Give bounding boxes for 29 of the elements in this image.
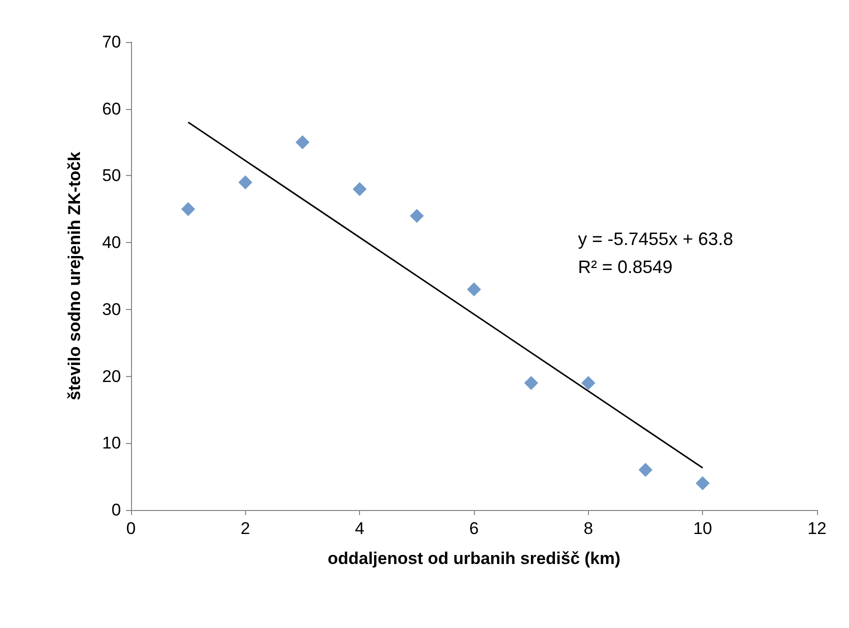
x-axis-title: oddaljenost od urbanih središč (km) bbox=[328, 549, 620, 568]
x-tick-label: 12 bbox=[808, 519, 826, 538]
x-tick-label: 0 bbox=[126, 519, 136, 538]
y-tick-label: 60 bbox=[102, 99, 121, 118]
y-axis-title: število sodno urejenih ZK-točk bbox=[65, 151, 84, 400]
x-tick-label: 4 bbox=[354, 519, 364, 538]
point bbox=[296, 135, 310, 150]
point bbox=[696, 476, 710, 490]
point bbox=[238, 175, 252, 190]
annotation: y = -5.7455x + 63.8 bbox=[578, 229, 734, 249]
y-tick-label: 10 bbox=[102, 434, 121, 453]
y-tick-label: 30 bbox=[102, 300, 121, 319]
point bbox=[410, 208, 424, 223]
y-tick-label: 40 bbox=[102, 233, 121, 252]
y-tick-label: 20 bbox=[102, 366, 121, 386]
y-tick-label: 50 bbox=[102, 166, 121, 186]
y-tick-label: 0 bbox=[112, 500, 121, 520]
x-tick-label: 6 bbox=[469, 519, 479, 538]
x-tick-label: 2 bbox=[240, 519, 250, 538]
point bbox=[467, 282, 481, 296]
x-tick-label: 8 bbox=[584, 519, 594, 538]
x-tick-label: 10 bbox=[693, 519, 712, 538]
point bbox=[581, 376, 596, 390]
point bbox=[181, 202, 196, 216]
point bbox=[524, 376, 538, 390]
point bbox=[352, 182, 367, 196]
y-tick-label: 70 bbox=[102, 32, 121, 52]
point bbox=[638, 462, 652, 477]
annotation: R² = 0.8549 bbox=[578, 257, 673, 277]
